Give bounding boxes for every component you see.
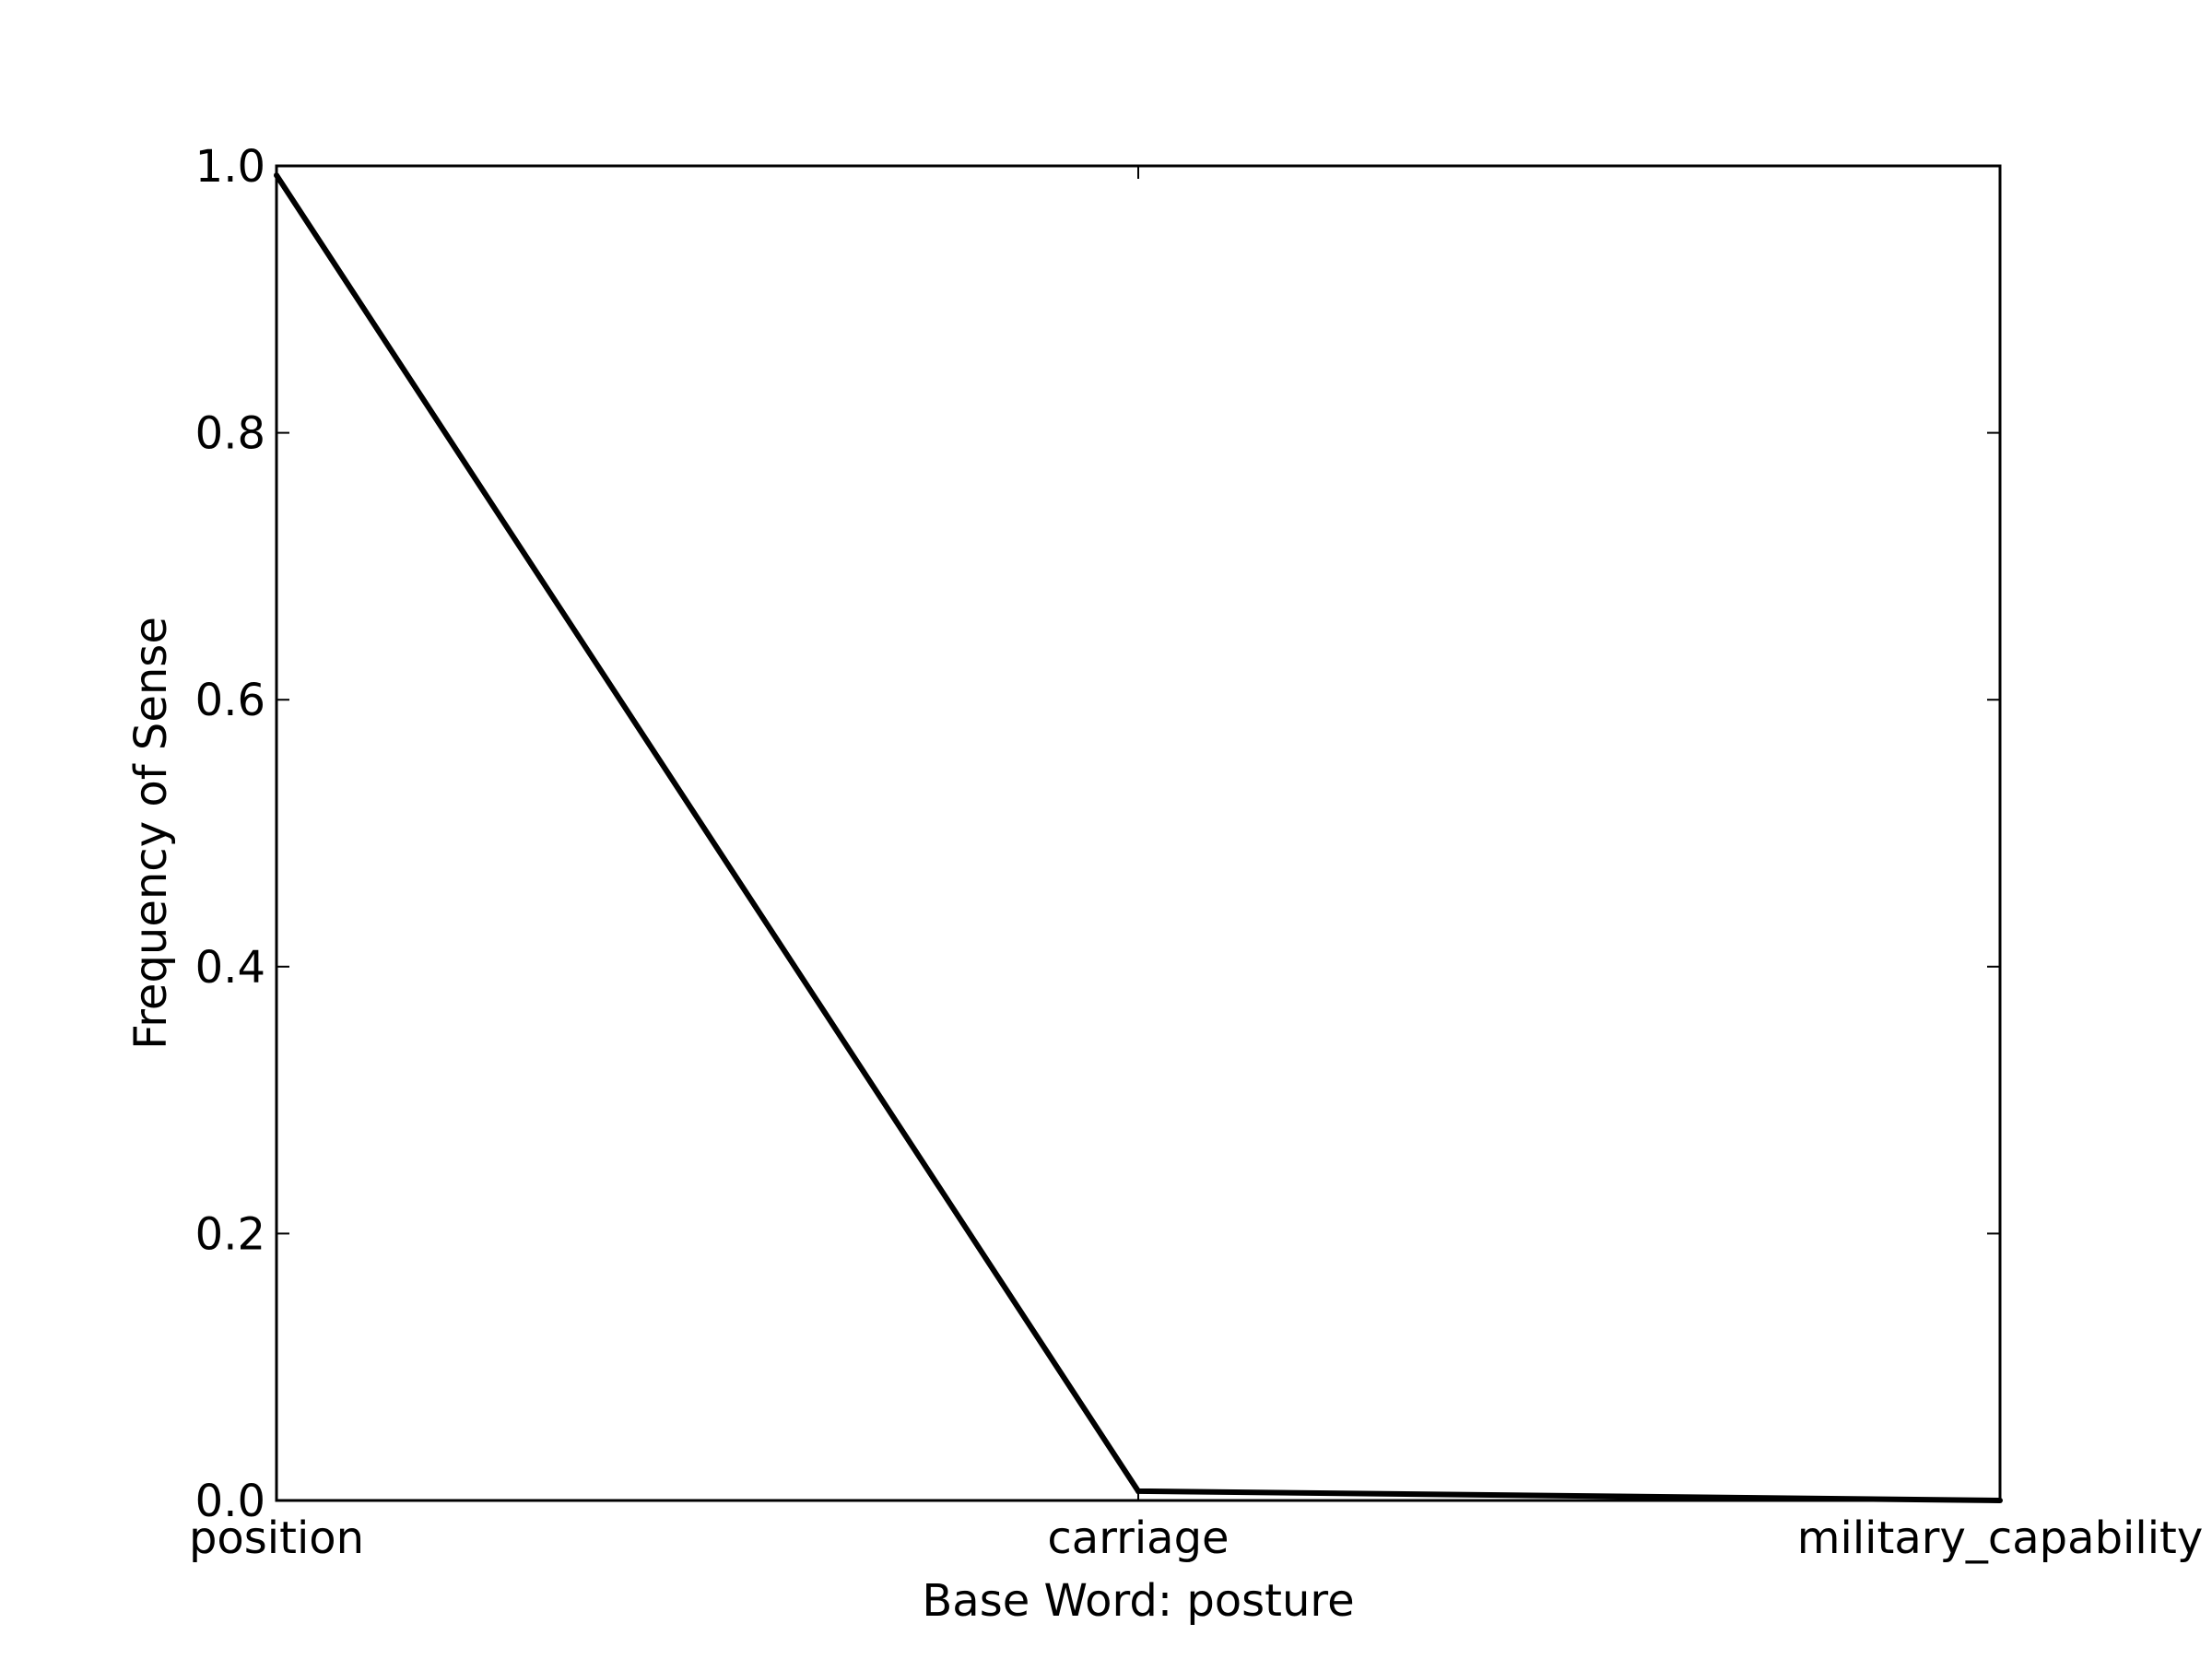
y-tick-label: 1.0	[195, 141, 265, 193]
y-tick-label: 0.0	[195, 1476, 265, 1527]
x-tick-labels: position carriage military_capability	[189, 1512, 2203, 1564]
x-axis-label: Base Word: posture	[922, 1575, 1354, 1627]
y-tick-label: 0.6	[195, 675, 265, 726]
data-points-group	[274, 172, 2003, 1503]
y-tick-labels: 0.0 0.2 0.4 0.6 0.8 1.0	[195, 141, 265, 1527]
y-axis-label: Frequency of Sense	[125, 617, 177, 1050]
y-tick-label: 0.2	[195, 1208, 265, 1260]
data-point	[1135, 1488, 1141, 1494]
x-tick-label: military_capability	[1797, 1512, 2204, 1564]
x-tick-label: carriage	[1047, 1512, 1229, 1564]
y-tick-label: 0.8	[195, 408, 265, 460]
data-point	[1997, 1498, 2003, 1503]
x-tick-label: position	[189, 1512, 364, 1564]
y-tick-label: 0.4	[195, 942, 265, 994]
data-point	[274, 172, 279, 179]
